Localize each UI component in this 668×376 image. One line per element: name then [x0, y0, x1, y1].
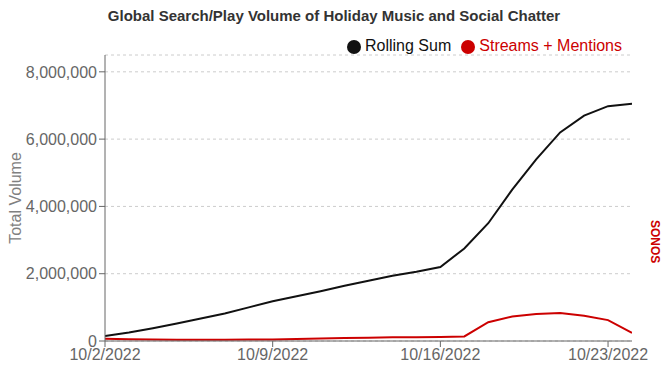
html-text:SONOS: SONOS: [648, 220, 662, 264]
svg-text:6,000,000: 6,000,000: [26, 131, 97, 148]
svg-text:2,000,000: 2,000,000: [26, 265, 97, 282]
html-text:Streams + Mentions: Streams + Mentions: [479, 37, 622, 54]
svg-text:Total Volume: Total Volume: [8, 152, 24, 244]
svg-text:0: 0: [88, 333, 97, 350]
svg-text:10/9/2022: 10/9/2022: [237, 346, 308, 363]
svg-text:4,000,000: 4,000,000: [26, 198, 97, 215]
html-text:Rolling Sum: Rolling Sum: [365, 37, 452, 54]
svg-text:10/2/2022: 10/2/2022: [69, 346, 140, 363]
html-text:Global Search/Play Volume of H: Global Search/Play Volume of Holiday Mus…: [107, 7, 561, 24]
svg-text:10/23/2022: 10/23/2022: [568, 346, 648, 363]
svg-text:10/16/2022: 10/16/2022: [400, 346, 480, 363]
svg-text:8,000,000: 8,000,000: [26, 64, 97, 81]
